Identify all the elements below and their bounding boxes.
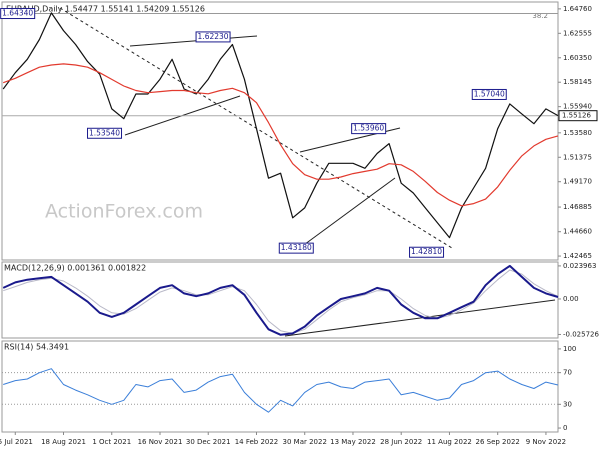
price-annotation: 1.53960 (353, 124, 384, 133)
price-annotation-box (409, 246, 445, 258)
trend-line (129, 35, 258, 47)
series-line (3, 269, 559, 334)
x-tick-label: 13 May 2022 (330, 438, 376, 446)
x-tick-label: 28 Jun 2022 (380, 438, 422, 446)
series-line (2, 63, 559, 207)
y-tick-label: -0.025726 (563, 330, 599, 338)
series-line (3, 368, 559, 413)
x-tick-label: 18 Aug 2021 (41, 438, 86, 446)
y-tick-label: 1.53580 (563, 129, 592, 137)
price-annotation-box (195, 31, 231, 43)
y-tick-label: 1.62555 (563, 29, 592, 37)
last-price-box (558, 110, 598, 122)
x-tick-label: 30 Dec 2021 (186, 438, 231, 446)
y-tick-label: 0 (563, 424, 567, 432)
chart-title: MACD(12,26,9) 0.001361 0.001822 (4, 264, 146, 273)
trend-line (284, 299, 556, 337)
y-tick-label: 1.42465 (563, 252, 592, 260)
y-tick-label: 1.51375 (563, 153, 592, 161)
rsi-panel (1, 340, 559, 433)
y-tick-label: 1.64760 (563, 5, 592, 13)
x-tick-label: 14 Feb 2022 (235, 438, 279, 446)
y-tick-label: 1.55940 (563, 103, 592, 111)
price-annotation: 1.57040 (474, 89, 505, 98)
last-price-label: 1.55126 (562, 112, 591, 120)
price-annotation: 1.64340 (2, 9, 33, 18)
y-tick-label: 70 (563, 369, 572, 377)
price-annotation: 1.43180 (281, 243, 312, 252)
y-tick-label: 1.60350 (563, 54, 592, 62)
y-tick-label: 1.58145 (563, 78, 592, 86)
price-panel (1, 1, 559, 261)
x-tick-label: 9 Nov 2022 (526, 438, 566, 446)
chart-title: RSI(14) 54.3491 (4, 343, 69, 352)
watermark: ActionForex.com (45, 201, 203, 223)
y-tick-label: 0.023963 (563, 262, 596, 270)
macd-panel (1, 261, 559, 339)
price-annotation-box (278, 242, 314, 254)
price-annotation: 1.62230 (198, 32, 229, 41)
y-tick-label: 1.46885 (563, 203, 592, 211)
y-tick-label: 1.49170 (563, 178, 592, 186)
x-tick-label: 16 Nov 2021 (138, 438, 183, 446)
y-tick-label: 0.00 (563, 295, 579, 303)
trend-line (296, 177, 396, 251)
series-line (2, 12, 559, 239)
x-tick-label: 11 Aug 2022 (427, 438, 472, 446)
price-annotation-box (351, 123, 387, 135)
chart-title: EURAUD,Daily 1.54477 1.55141 1.54209 1.5… (6, 5, 205, 14)
x-tick-label: 1 Oct 2021 (92, 438, 131, 446)
y-tick-label: 100 (563, 345, 576, 353)
price-annotation-box (0, 8, 36, 20)
price-annotation-box (87, 127, 123, 139)
x-tick-label: 26 Sep 2022 (476, 438, 520, 446)
y-tick-label: 1.44660 (563, 228, 592, 236)
y-tick-label: 30 (563, 400, 572, 408)
price-annotation-box (471, 88, 507, 100)
x-tick-label: 30 Mar 2022 (283, 438, 327, 446)
fib-label: 38.2 (532, 12, 548, 20)
price-annotation: 1.53540 (89, 128, 120, 137)
price-annotation: 1.42810 (411, 247, 442, 256)
series-line (2, 264, 559, 336)
x-tick-label: 5 Jul 2021 (0, 438, 33, 446)
